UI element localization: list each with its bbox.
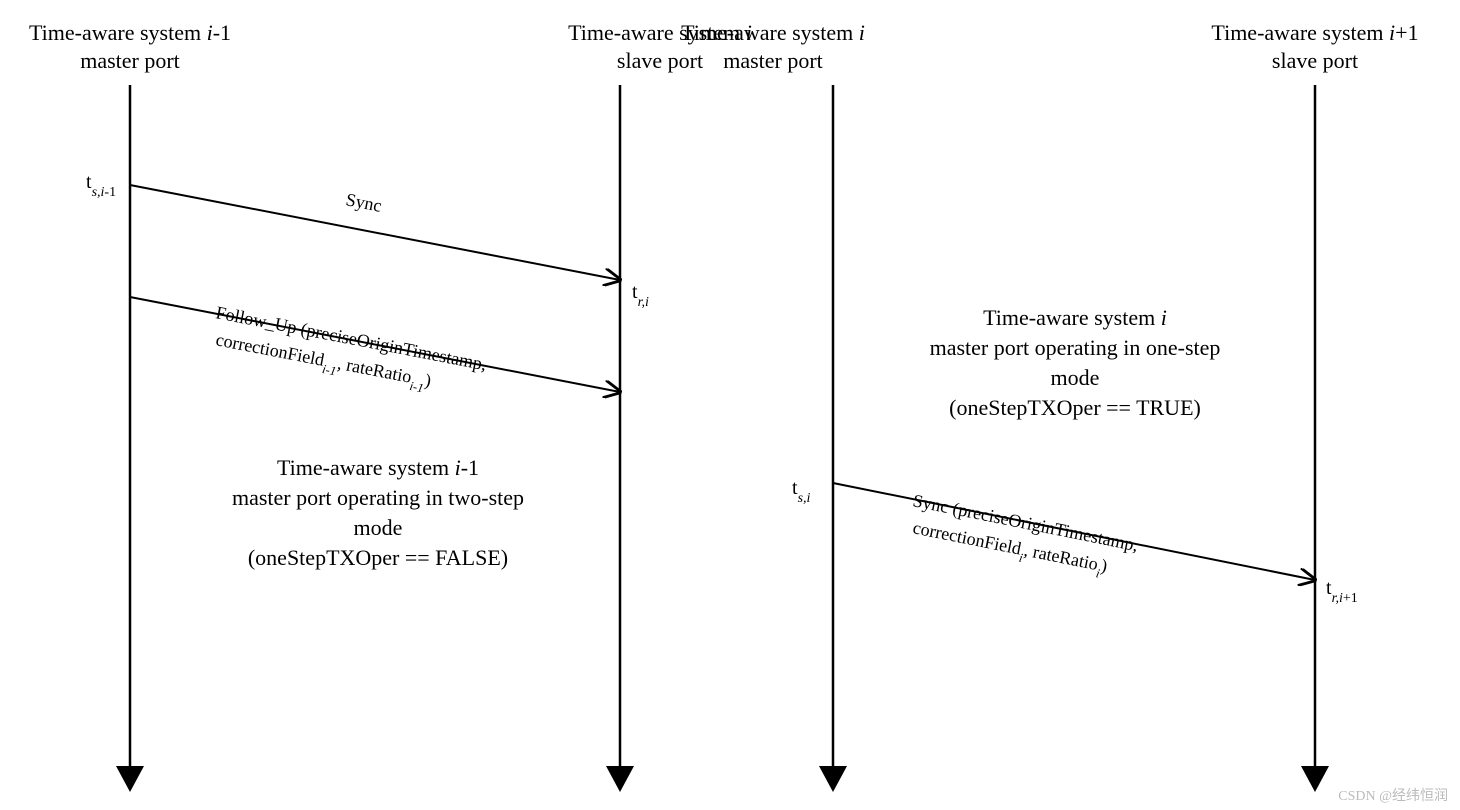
lifeline-l4: Time-aware system i+1 slave port (1211, 20, 1418, 792)
message-m3: Sync (preciseOriginTimestamp,correctionF… (833, 483, 1315, 582)
lifeline-l2: Time-aware system islave port (568, 20, 752, 792)
lifeline-title-2: master port (80, 48, 180, 73)
timestamp-ts3: ts,i (792, 477, 811, 506)
lifeline-title-2: slave port (617, 48, 703, 73)
caption-cap2: Time-aware system i master port operating… (930, 305, 1221, 420)
lifeline-arrowhead (116, 766, 144, 792)
caption-line-1: Time-aware system i-1 (277, 455, 479, 480)
lifeline-title-1: Time-aware system i (681, 20, 865, 45)
caption-line-1: Time-aware system i (983, 305, 1167, 330)
caption-line-3: mode (1051, 365, 1100, 390)
timestamp-ts4: tr,i+1 (1326, 577, 1358, 606)
caption-cap1: Time-aware system i-1 master port operati… (232, 455, 524, 570)
watermark: CSDN @经纬恒润 (1338, 788, 1448, 804)
caption-line-4: (oneStepTXOper == TRUE) (949, 395, 1201, 420)
lifeline-arrowhead (1301, 766, 1329, 792)
message-label: Sync (344, 189, 383, 215)
lifeline-title-1: Time-aware system i-1 (29, 20, 231, 45)
lifeline-l3: Time-aware system i master port (681, 20, 865, 792)
timestamp-ts1: ts,i-1 (86, 171, 116, 200)
lifeline-title-1: Time-aware system i+1 (1211, 20, 1418, 45)
lifeline-title-2: slave port (1272, 48, 1358, 73)
lifeline-title-2: master port (723, 48, 823, 73)
timestamp-ts2: tr,i (632, 281, 649, 310)
lifeline-arrowhead (819, 766, 847, 792)
caption-line-4: (oneStepTXOper == FALSE) (248, 545, 508, 570)
message-m2: Follow_Up (preciseOriginTimestamp,correc… (130, 297, 620, 396)
lifeline-arrowhead (606, 766, 634, 792)
caption-line-2: master port operating in two-step (232, 485, 524, 510)
message-m1: Sync (130, 185, 620, 280)
caption-line-2: master port operating in one-step (930, 335, 1221, 360)
lifeline-l1: Time-aware system i-1 master port (29, 20, 231, 792)
caption-line-3: mode (354, 515, 403, 540)
